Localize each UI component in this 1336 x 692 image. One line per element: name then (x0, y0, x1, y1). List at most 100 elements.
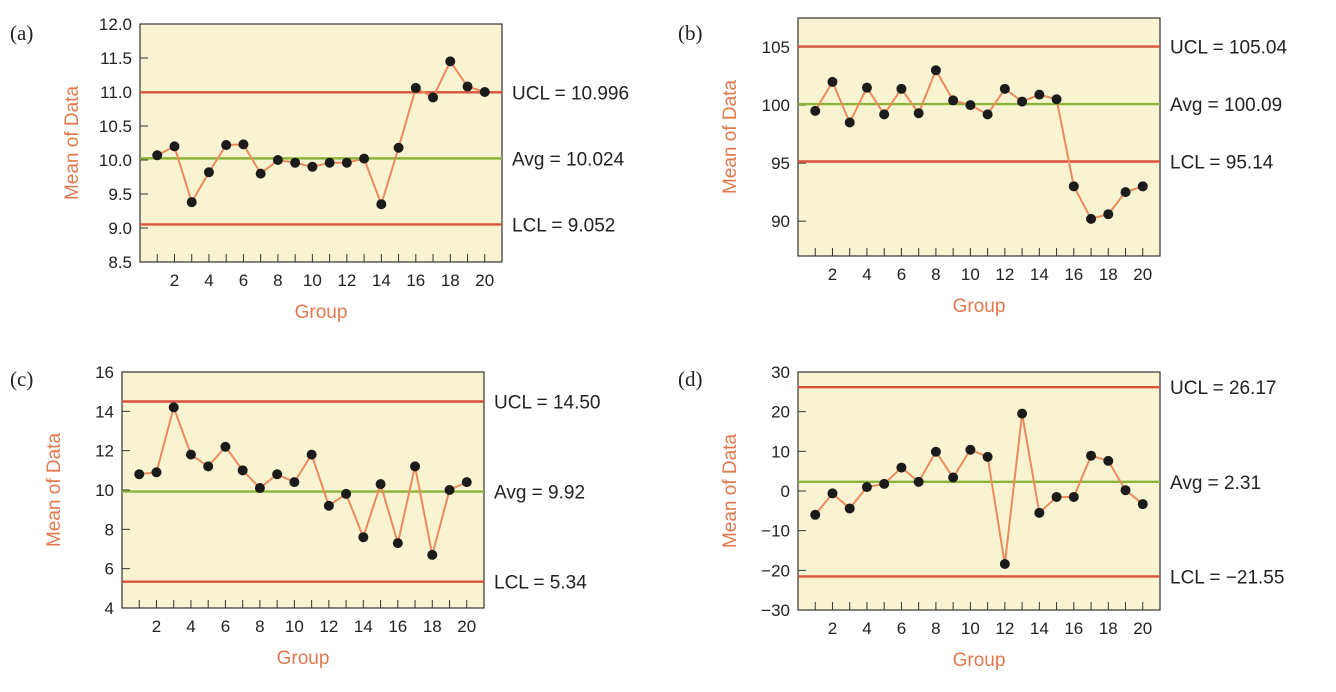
data-point (982, 109, 993, 120)
data-point (290, 157, 301, 168)
x-tick-label: 18 (1099, 265, 1118, 284)
data-point (306, 449, 317, 460)
lcl-label: LCL = 9.052 (512, 215, 615, 236)
x-tick-label: 6 (897, 619, 906, 638)
data-point (445, 56, 456, 67)
y-tick-label: 10 (95, 481, 114, 500)
y-tick-label: 9.0 (108, 219, 132, 238)
lcl-label: LCL = 95.14 (1170, 152, 1274, 173)
x-tick-label: 4 (204, 271, 213, 290)
data-point (376, 199, 387, 210)
y-axis-label: Mean of Data (720, 434, 741, 548)
data-point (1051, 491, 1062, 502)
data-point (810, 509, 821, 520)
data-point (827, 488, 838, 499)
x-tick-label: 4 (186, 617, 195, 636)
data-point (410, 461, 421, 472)
avg-label: Avg = 9.92 (494, 483, 585, 504)
data-point (1103, 209, 1114, 220)
data-point (879, 478, 890, 489)
data-point (861, 482, 872, 493)
y-tick-label: 10 (771, 442, 790, 461)
x-tick-label: 10 (303, 271, 322, 290)
data-point (221, 140, 232, 151)
y-axis-label: Mean of Data (44, 433, 65, 547)
data-point (1034, 507, 1045, 518)
data-point (930, 65, 941, 76)
data-point (168, 402, 179, 413)
y-tick-label: 10.0 (99, 151, 132, 170)
x-tick-label: 20 (1133, 265, 1152, 284)
y-tick-label: 6 (105, 560, 114, 579)
y-tick-label: 0 (781, 482, 790, 501)
y-tick-label: 10.5 (99, 117, 132, 136)
x-tick-label: 10 (961, 619, 980, 638)
x-axis-label: Group (277, 648, 330, 669)
x-tick-label: 14 (354, 617, 373, 636)
data-point (272, 469, 283, 480)
x-tick-label: 16 (1064, 619, 1083, 638)
data-point (220, 441, 231, 452)
data-point (965, 100, 976, 111)
data-point (359, 153, 370, 164)
x-tick-label: 14 (1030, 619, 1049, 638)
data-point (1068, 181, 1079, 192)
data-point (1034, 89, 1045, 100)
data-point (999, 558, 1010, 569)
panel-letter: (d) (678, 367, 703, 391)
data-point (827, 76, 838, 87)
data-point (810, 105, 821, 116)
x-tick-label: 8 (255, 617, 264, 636)
data-point (151, 467, 162, 478)
data-point (307, 161, 318, 172)
ucl-label: UCL = 10.996 (512, 83, 629, 104)
data-point (999, 83, 1010, 94)
lcl-label: LCL = 5.34 (494, 573, 587, 594)
y-tick-label: 8.5 (108, 253, 132, 272)
x-tick-label: 2 (152, 617, 161, 636)
x-tick-label: 6 (897, 265, 906, 284)
data-point (1120, 485, 1131, 496)
data-point (479, 87, 490, 97)
chart-svg: (c) 4 6 8 10 12 14 16 2 4 6 8 10 12 14 16 18 20 Group Mean … (10, 363, 601, 669)
data-point (358, 532, 369, 543)
y-tick-label: 100 (762, 96, 790, 115)
y-tick-label: 12.0 (99, 15, 132, 34)
x-tick-label: 18 (441, 271, 460, 290)
x-tick-label: 12 (319, 617, 338, 636)
data-point (169, 141, 180, 152)
data-point (203, 167, 214, 178)
x-tick-label: 2 (828, 265, 837, 284)
plot-area (140, 24, 502, 262)
data-point (861, 82, 872, 93)
x-tick-label: 16 (388, 617, 407, 636)
y-tick-label: 20 (771, 403, 790, 422)
plot-area (798, 372, 1160, 610)
plot-area (798, 18, 1160, 256)
control-chart-b: (b) 90 95 100 105 2 4 6 8 10 12 14 16 18 20 Group Mean o… (668, 0, 1336, 346)
y-tick-label: 11.0 (100, 83, 132, 102)
data-point (1120, 187, 1131, 198)
panel-letter: (a) (10, 21, 33, 45)
y-tick-label: −30 (761, 601, 790, 620)
x-tick-label: 8 (273, 271, 282, 290)
data-point (1051, 94, 1062, 105)
data-point (462, 81, 473, 92)
data-point (1086, 213, 1097, 224)
y-axis-label: Mean of Data (720, 80, 741, 194)
x-axis-label: Group (953, 296, 1006, 317)
x-tick-label: 16 (406, 271, 425, 290)
ucl-label: UCL = 14.50 (494, 393, 601, 414)
data-point (237, 465, 248, 476)
data-point (393, 142, 404, 153)
avg-label: Avg = 10.024 (512, 149, 625, 170)
x-tick-label: 6 (221, 617, 230, 636)
x-tick-label: 4 (862, 619, 871, 638)
data-point (272, 155, 283, 165)
y-tick-label: 95 (771, 154, 790, 173)
y-tick-label: 4 (105, 599, 114, 618)
x-tick-label: 20 (475, 271, 494, 290)
data-point (1086, 450, 1097, 461)
plot-frame (797, 17, 1161, 257)
data-point (948, 472, 959, 483)
